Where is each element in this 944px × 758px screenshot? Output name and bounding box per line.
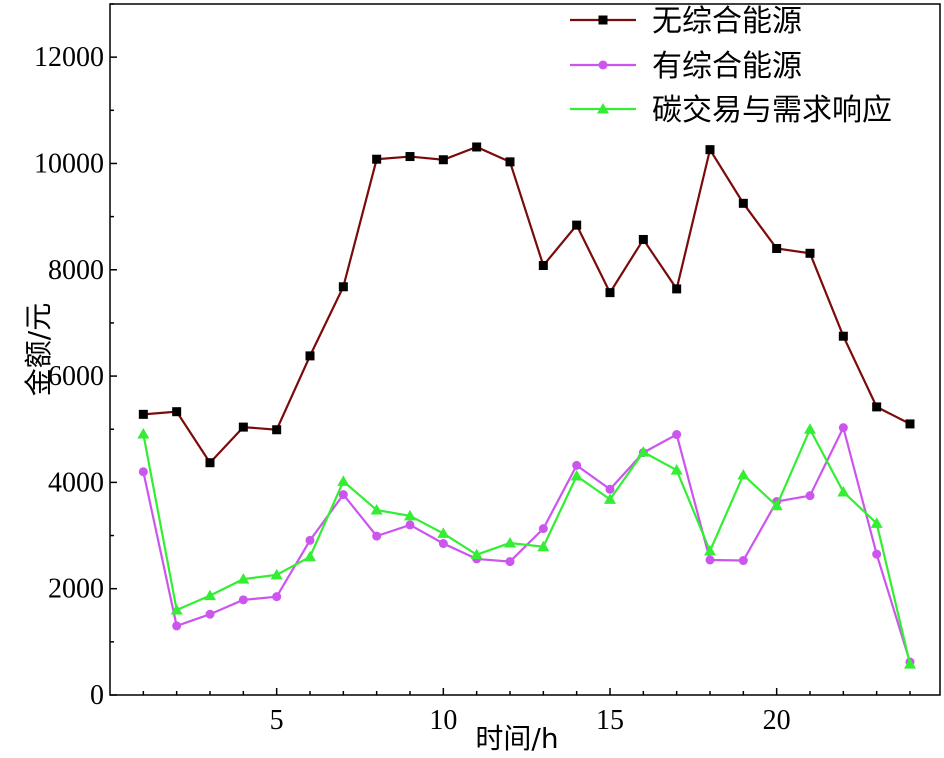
data-point [772, 244, 782, 254]
data-point [705, 555, 715, 565]
data-point [738, 198, 748, 208]
data-point [504, 536, 516, 548]
data-point [505, 157, 515, 167]
data-point [604, 493, 616, 504]
data-point [805, 491, 815, 501]
data-point [338, 282, 348, 292]
data-point [538, 261, 548, 271]
data-point [605, 484, 615, 494]
data-point [670, 464, 683, 475]
data-point [805, 248, 815, 258]
data-point [237, 573, 250, 584]
data-point [570, 470, 583, 481]
y-tick-label: 10000 [34, 148, 104, 179]
data-point [405, 152, 415, 162]
y-tick-label: 4000 [48, 467, 104, 498]
data-point [737, 468, 750, 480]
plot-frame [109, 3, 941, 696]
data-point [838, 331, 848, 341]
data-point [672, 284, 682, 294]
data-point [270, 568, 283, 580]
data-point [537, 540, 550, 552]
y-tick-label: 6000 [48, 361, 104, 392]
data-point [572, 220, 582, 230]
legend-item-3: 碳交易与需求响应 [570, 93, 892, 128]
data-point [538, 524, 548, 534]
y-tick-label: 0 [90, 680, 104, 711]
legend-label: 有综合能源 [652, 49, 802, 84]
data-point [238, 422, 248, 432]
legend-item-2: 有综合能源 [570, 49, 802, 84]
data-point [505, 557, 515, 567]
data-point [637, 446, 650, 457]
data-point [137, 428, 150, 439]
data-point [605, 288, 615, 298]
data-point [572, 460, 582, 470]
data-point [738, 556, 748, 566]
data-point [438, 155, 448, 165]
data-point [438, 539, 448, 549]
data-point [704, 544, 716, 556]
y-tick-label: 2000 [48, 574, 104, 605]
data-point [337, 475, 350, 486]
data-point [170, 603, 183, 615]
plot-area [137, 142, 916, 669]
x-tick-label: 10 [429, 705, 457, 736]
data-point [904, 658, 916, 669]
data-point [804, 423, 816, 434]
legend-item-1: 无综合能源 [570, 4, 802, 39]
x-tick-label: 20 [763, 705, 791, 736]
data-point [838, 423, 848, 433]
data-point [372, 154, 382, 164]
data-point [638, 234, 648, 244]
data-point [238, 595, 248, 605]
data-point [470, 548, 483, 560]
y-tick-label: 12000 [34, 42, 104, 73]
data-point [272, 592, 282, 602]
axes: 0 2000 4000 6000 8000 10000 12000 5 10 15 20 [34, 3, 941, 736]
data-point [905, 419, 915, 429]
data-point [672, 430, 682, 440]
data-point [437, 527, 450, 538]
legend-marker [598, 15, 608, 25]
legend-marker [598, 60, 608, 70]
data-point [205, 458, 215, 468]
data-point [404, 509, 416, 521]
legend-marker [597, 103, 609, 114]
y-tick-label: 8000 [48, 255, 104, 286]
data-point [372, 531, 382, 541]
data-point [172, 621, 182, 631]
series-3 [137, 423, 916, 669]
x-tick-label: 5 [270, 705, 284, 736]
series-line [142, 426, 912, 665]
data-point [872, 549, 882, 559]
data-point [870, 517, 883, 528]
data-point [370, 504, 383, 515]
data-point [172, 407, 182, 417]
legend-label: 无综合能源 [652, 4, 802, 39]
x-tick-label: 15 [596, 705, 624, 736]
x-axis-title: 时间/h [475, 722, 558, 755]
data-point [138, 409, 148, 419]
legend-label: 碳交易与需求响应 [652, 93, 892, 128]
data-point [405, 520, 415, 530]
data-point [138, 467, 148, 477]
data-point [305, 351, 315, 361]
data-point [272, 425, 282, 435]
data-point [770, 499, 783, 511]
data-point [705, 145, 715, 155]
data-point [304, 550, 316, 562]
data-point [205, 609, 215, 619]
data-point [338, 490, 348, 500]
data-point [305, 535, 315, 545]
data-point [204, 589, 216, 601]
series-1 [138, 142, 915, 468]
data-point [472, 142, 482, 152]
data-point [872, 402, 882, 412]
data-point [837, 485, 850, 497]
y-axis-title: 金额/元 [22, 303, 55, 396]
series-line [143, 145, 911, 465]
